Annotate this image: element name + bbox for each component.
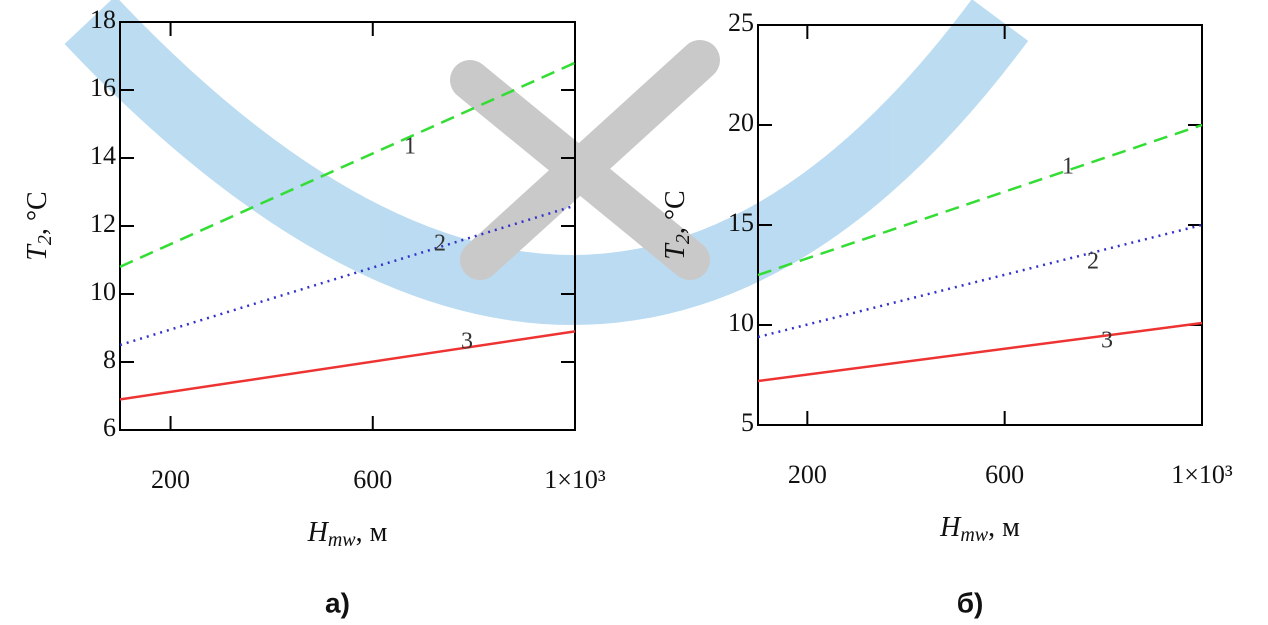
panel-label: б) <box>957 587 984 618</box>
label-symbol: H <box>939 512 962 543</box>
label-unit: , °C <box>22 191 53 235</box>
axis-label: Hmw, м <box>307 517 388 550</box>
x-tick-label: 600 <box>353 465 392 494</box>
y-tick-label: 15 <box>728 208 754 237</box>
y-tick-label: 6 <box>103 413 116 442</box>
y-tick-label: 10 <box>90 277 116 306</box>
panel-label: а) <box>325 587 350 618</box>
y-tick-label: 5 <box>741 408 754 437</box>
x-tick-label: 1×10³ <box>1171 460 1233 489</box>
label-subscript: mw <box>960 524 988 546</box>
series-label: 1 <box>404 134 416 160</box>
series-line <box>758 323 1202 381</box>
x-tick-label: 600 <box>985 460 1024 489</box>
label-subscript: 2 <box>672 234 694 244</box>
x-tick-label: 200 <box>788 460 827 489</box>
x-tick-label: 200 <box>151 465 190 494</box>
y-tick-label: 10 <box>728 308 754 337</box>
label-unit: , м <box>356 517 388 548</box>
y-tick-label: 8 <box>103 345 116 374</box>
label-subscript: 2 <box>34 235 56 245</box>
label-symbol: H <box>307 517 330 548</box>
y-tick-label: 16 <box>90 73 116 102</box>
x-tick-label: 1×10³ <box>544 465 606 494</box>
y-tick-label: 18 <box>90 5 116 34</box>
y-tick-label: 12 <box>90 209 116 238</box>
axis-label: Hmw, м <box>939 512 1020 545</box>
y-tick-label: 20 <box>728 108 754 137</box>
series-label: 2 <box>434 231 446 257</box>
y-tick-label: 14 <box>90 141 116 170</box>
label-unit: , м <box>988 512 1020 543</box>
axis-label: T2, °C <box>660 190 693 259</box>
y-tick-label: 25 <box>728 8 754 37</box>
series-label: 2 <box>1087 249 1099 275</box>
series-label: 3 <box>1101 328 1113 354</box>
watermark <box>90 20 1000 290</box>
series-line <box>120 331 575 399</box>
series-label: 3 <box>461 329 473 355</box>
label-unit: , °C <box>660 190 691 234</box>
figure: 6810121416182006001×10³123Hmw, мT2, °Cа)… <box>0 0 1268 625</box>
series-label: 1 <box>1062 154 1074 180</box>
label-subscript: mw <box>328 529 356 551</box>
axis-label: T2, °C <box>22 191 55 260</box>
